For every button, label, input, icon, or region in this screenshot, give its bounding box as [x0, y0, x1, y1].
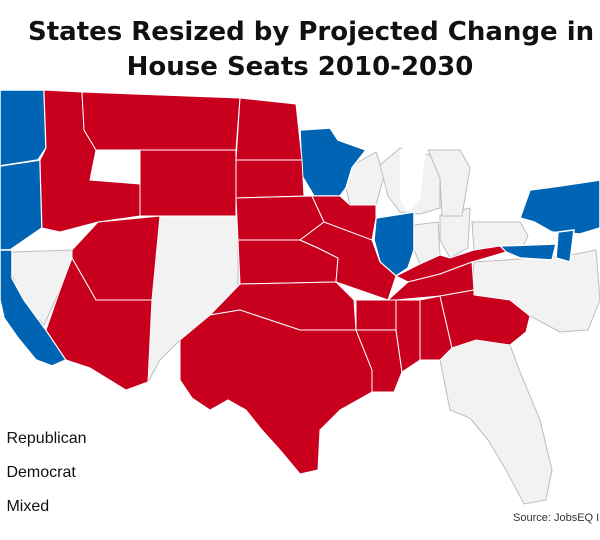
state-alabama — [419, 295, 453, 361]
state-montana — [81, 91, 241, 151]
lake-michigan — [400, 140, 426, 212]
democrat-states — [0, 89, 600, 367]
state-pennsylvania — [471, 221, 529, 253]
republican-states — [39, 89, 531, 475]
state-georgia-south-carolina — [439, 289, 531, 349]
state-arkansas — [355, 299, 397, 331]
state-new-jersey — [555, 229, 575, 263]
state-new-york — [519, 179, 600, 235]
state-mississippi — [395, 299, 421, 373]
state-florida — [439, 339, 553, 505]
legend-label: Mixed — [6, 498, 50, 515]
legend-item-mixed: Mixed — [0, 498, 87, 532]
legend-label: Republican — [6, 430, 87, 447]
legend-item-republican: Republican — [0, 430, 87, 464]
source-note: Source: JobsEQ I — [513, 512, 600, 524]
state-texas — [179, 309, 373, 475]
mixed-states — [11, 147, 600, 505]
state-south-dakota — [235, 159, 305, 199]
state-michigan-peninsula — [427, 149, 471, 217]
state-wyoming — [139, 149, 237, 217]
state-arizona — [45, 256, 153, 391]
state-california — [0, 249, 68, 367]
state-missouri — [299, 221, 397, 301]
state-oregon — [0, 159, 43, 251]
legend-item-democrat: Democrat — [0, 464, 87, 498]
state-washington — [0, 89, 47, 167]
state-tennessee — [386, 261, 475, 301]
legend-label: Democrat — [6, 464, 76, 481]
title-line-1: States Resized by Projected Change in — [28, 17, 595, 47]
state-minnesota — [299, 127, 368, 197]
legend: Republican Democrat Mixed — [0, 430, 87, 532]
state-illinois — [373, 211, 415, 277]
title-line-2: House Seats 2010-2030 — [126, 52, 474, 82]
state-maryland — [498, 243, 557, 261]
great-lakes — [400, 140, 426, 212]
state-ohio — [439, 207, 471, 259]
state-north-dakota — [235, 97, 303, 161]
